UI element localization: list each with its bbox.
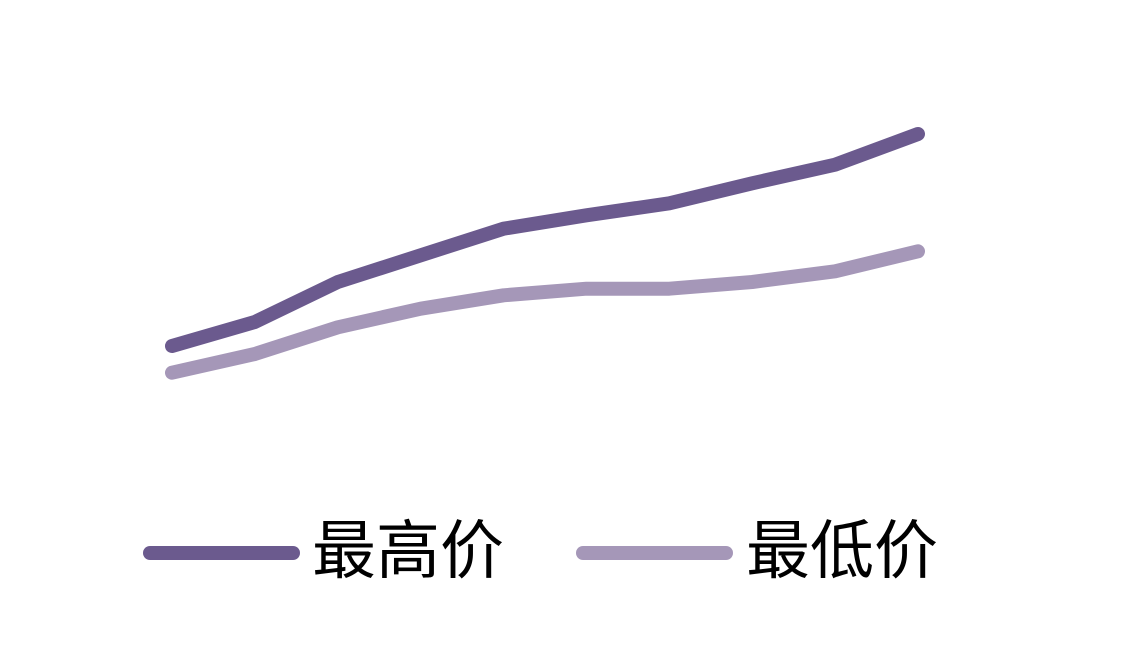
series-layer [172,134,918,373]
legend-item-2: 最低价 [583,515,938,589]
legend-label-2: 最低价 [746,515,938,589]
series-line-1 [172,134,918,346]
legend: 最高价 最低价 [150,515,938,589]
legend-label-1: 最高价 [312,515,504,589]
legend-item-1: 最高价 [150,515,504,589]
